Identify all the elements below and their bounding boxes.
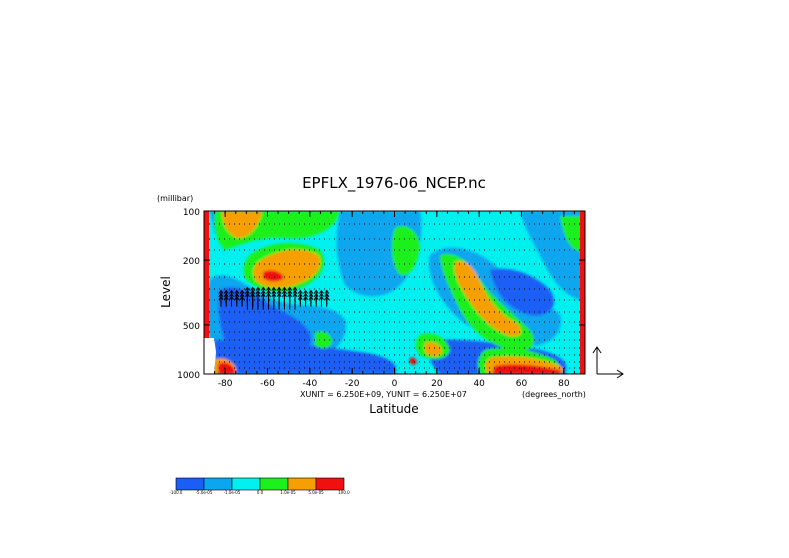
flux-vector-head	[266, 286, 271, 291]
y-tick-label: 1000	[177, 371, 200, 381]
flux-vector-head	[292, 286, 298, 291]
flux-vector-head	[313, 289, 319, 294]
region-pos-weak	[560, 216, 585, 252]
region-neg-strong	[215, 340, 397, 374]
flux-vector-head	[244, 286, 250, 291]
flux-vector-head	[255, 286, 261, 291]
flux-vector-head	[260, 286, 266, 291]
flux-vector-head	[324, 289, 330, 294]
flux-vector-head	[282, 286, 287, 291]
flux-vector-head	[229, 289, 234, 294]
color-bar-swatch	[231, 477, 261, 491]
color-bar-swatch	[315, 477, 345, 491]
flux-vector-head	[239, 289, 245, 294]
flux-vector-head	[218, 289, 224, 294]
flux-vector-head	[276, 286, 282, 291]
x-tick-label: -80	[218, 379, 233, 389]
flux-vector-head	[308, 289, 314, 294]
reference-vector-key	[592, 346, 624, 379]
edge-strip-south	[204, 211, 209, 374]
flux-vector-head	[303, 289, 309, 294]
flux-vector-head	[223, 289, 229, 294]
color-bar-legend	[175, 477, 345, 491]
flux-vector-head	[319, 289, 324, 294]
y-tick-label: 500	[183, 322, 200, 332]
color-bar-swatch	[203, 477, 233, 491]
color-bar-label: 5.0e-05	[308, 490, 324, 495]
color-bar-label: 0.0	[257, 490, 264, 495]
edge-strip-north	[580, 211, 585, 374]
level-guides	[209, 223, 580, 369]
x-tick-label: -20	[345, 379, 360, 389]
flux-vector-head	[234, 289, 240, 294]
color-bar-label: 1.0e-05	[280, 490, 296, 495]
y-tick-label: 100	[183, 208, 200, 218]
x-tick-label: 20	[431, 379, 443, 389]
color-bar-swatch	[287, 477, 317, 491]
region-pos-strong	[492, 364, 562, 374]
region-pos-strong	[409, 357, 417, 365]
region-pos-mid	[425, 342, 442, 357]
x-axis-units: (degrees_north)	[522, 390, 586, 399]
x-tick-label: -60	[260, 379, 275, 389]
region-pos-weak	[315, 331, 332, 349]
flux-vectors	[218, 286, 330, 310]
y-axis-units: (millibar)	[157, 194, 193, 203]
x-tick-label: 60	[516, 379, 528, 389]
color-bar-label: -100.0	[170, 490, 183, 495]
region-pos-mid	[454, 261, 522, 337]
x-tick-label: -40	[302, 379, 317, 389]
flux-vector-head	[271, 286, 277, 291]
x-tick-label: 0	[392, 379, 398, 389]
y-tick-label: 200	[183, 257, 200, 267]
color-bar-swatch	[259, 477, 289, 491]
x-tick-label: 40	[473, 379, 485, 389]
x-axis-label: Latitude	[369, 402, 418, 416]
color-bar-labels: -100.0 -5.0e-05 -1.0e-05 0.0 1.0e-05 5.0e-05 1…	[170, 490, 351, 495]
color-bar-label: -5.0e-05	[196, 490, 213, 495]
color-bar-label: -1.0e-05	[224, 490, 241, 495]
region-pos-strong	[218, 362, 235, 374]
y-tick-labels: 100 200 500 1000	[177, 208, 200, 381]
region-pos-weak	[391, 225, 420, 276]
color-bar-label: 100.0	[338, 490, 350, 495]
region-pos-strong	[263, 270, 284, 282]
color-bar-swatch	[175, 477, 205, 491]
y-axis-label: Level	[159, 276, 173, 308]
flux-vector-head	[297, 289, 303, 294]
region-pos-mid	[222, 211, 262, 238]
region-neg-strong	[490, 268, 554, 316]
plot-area	[204, 211, 585, 374]
chart-title: EPFLX_1976-06_NCEP.nc	[302, 174, 486, 193]
y-axis-ticks	[204, 210, 585, 375]
vector-scale-text: XUNIT = 6.250E+09, YUNIT = 6.250E+07	[300, 390, 467, 399]
x-tick-labels: -80 -60 -40 -20 0 20 40 60 80	[218, 379, 570, 389]
missing-data-patch	[204, 338, 216, 374]
flux-vector-head	[287, 286, 293, 291]
x-tick-label: 80	[558, 379, 570, 389]
flux-vector-head	[250, 286, 256, 291]
x-axis-ticks	[203, 211, 586, 374]
